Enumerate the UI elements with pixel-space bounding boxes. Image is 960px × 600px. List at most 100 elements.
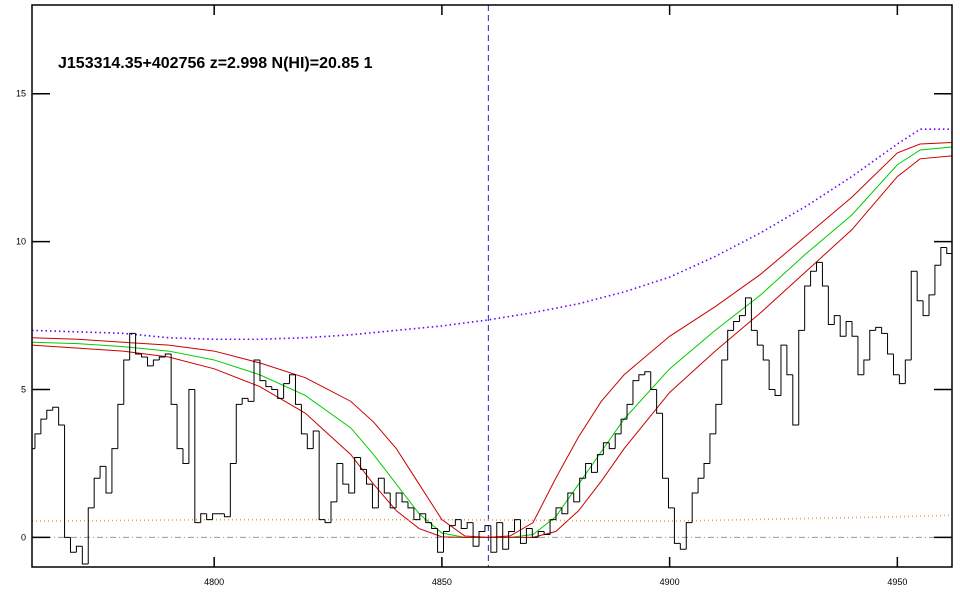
flux-step	[472, 522, 480, 547]
flux-step	[247, 398, 255, 402]
flux-step	[644, 371, 651, 375]
flux-step	[46, 409, 53, 420]
flux-step	[798, 329, 805, 426]
flux-step	[650, 371, 657, 391]
model-line	[32, 142, 952, 538]
flux-step	[543, 531, 551, 535]
flux-step	[721, 359, 728, 405]
flux-step	[212, 513, 219, 520]
flux-step	[875, 326, 882, 331]
flux-step	[863, 359, 870, 375]
flux-step	[312, 430, 320, 449]
flux-step	[750, 297, 758, 331]
flux-step	[229, 462, 237, 517]
flux-step	[579, 477, 586, 502]
flux-step	[881, 327, 888, 334]
flux-step	[241, 397, 249, 405]
flux-step	[235, 403, 243, 464]
flux-step	[887, 333, 894, 355]
flux-step	[253, 359, 260, 402]
flux-step	[58, 407, 65, 426]
flux-step	[768, 359, 776, 391]
flux-step	[200, 513, 207, 523]
x-tick-label: 4950	[887, 577, 907, 587]
flux-step	[443, 531, 450, 553]
flux-step	[656, 389, 663, 414]
flux-step	[454, 519, 462, 526]
flux-step	[555, 507, 562, 520]
y-tick-label: 10	[16, 237, 26, 247]
flux-step	[259, 359, 266, 382]
flux-step	[739, 315, 746, 322]
flux-step	[519, 519, 527, 544]
flux-step	[366, 469, 373, 485]
flux-step	[69, 537, 77, 553]
flux-step	[135, 333, 142, 355]
flux-step	[662, 413, 669, 479]
flux-step	[869, 329, 876, 360]
flux-step	[827, 286, 835, 325]
flux-step	[851, 321, 858, 337]
x-tick-label: 4900	[660, 577, 680, 587]
flux-step	[910, 270, 918, 360]
plot-frame	[31, 4, 953, 568]
flux-step	[105, 466, 112, 494]
flux-step	[810, 270, 817, 286]
flux-step	[152, 359, 160, 366]
flux-step	[567, 492, 574, 514]
flux-step	[774, 389, 781, 396]
flux-step	[294, 374, 302, 405]
flux-step	[265, 380, 272, 388]
flux-step	[383, 478, 391, 494]
flux-step	[206, 513, 213, 521]
flux-step	[158, 356, 166, 360]
x-tick-label: 4850	[432, 577, 452, 587]
flux-step	[34, 433, 41, 449]
flux-step	[389, 493, 397, 509]
flux-step	[371, 484, 379, 509]
flux-step	[804, 285, 811, 331]
flux-step	[81, 546, 89, 565]
flux-step	[330, 501, 337, 523]
flux-step	[762, 345, 770, 361]
flux-step	[839, 315, 847, 337]
flux-step	[591, 463, 598, 473]
y-tick-label: 0	[21, 532, 26, 542]
flux-step	[342, 463, 349, 485]
flux-step	[64, 425, 71, 538]
flux-step	[514, 519, 521, 532]
flux-step	[164, 353, 172, 357]
plot-area	[32, 5, 952, 567]
flux-step	[401, 493, 408, 503]
flux-step	[845, 320, 853, 337]
flux-step	[709, 433, 716, 464]
flux-step	[537, 531, 545, 538]
flux-step	[300, 404, 308, 435]
flux-step	[638, 374, 645, 381]
flux-step	[727, 329, 734, 360]
flux-step	[892, 354, 900, 376]
flux-step	[608, 442, 616, 450]
flux-step	[946, 247, 952, 254]
flux-step	[673, 507, 681, 544]
flux-step	[194, 389, 201, 524]
flux-step	[691, 492, 699, 523]
flux-step	[188, 389, 195, 464]
flux-step	[419, 513, 426, 520]
flux-step	[940, 247, 947, 266]
flux-step	[816, 261, 823, 272]
flux-step	[324, 519, 331, 524]
flux-step	[857, 336, 864, 376]
flux-step	[904, 359, 912, 384]
flux-step	[697, 477, 705, 494]
flux-step	[756, 330, 764, 346]
flux-step	[478, 531, 485, 547]
flux-step	[744, 297, 752, 316]
flux-step	[549, 519, 556, 535]
flux-step	[490, 525, 497, 553]
flux-step	[679, 543, 687, 550]
flux-step	[360, 457, 367, 470]
flux-step	[182, 448, 189, 464]
flux-step	[117, 403, 124, 449]
